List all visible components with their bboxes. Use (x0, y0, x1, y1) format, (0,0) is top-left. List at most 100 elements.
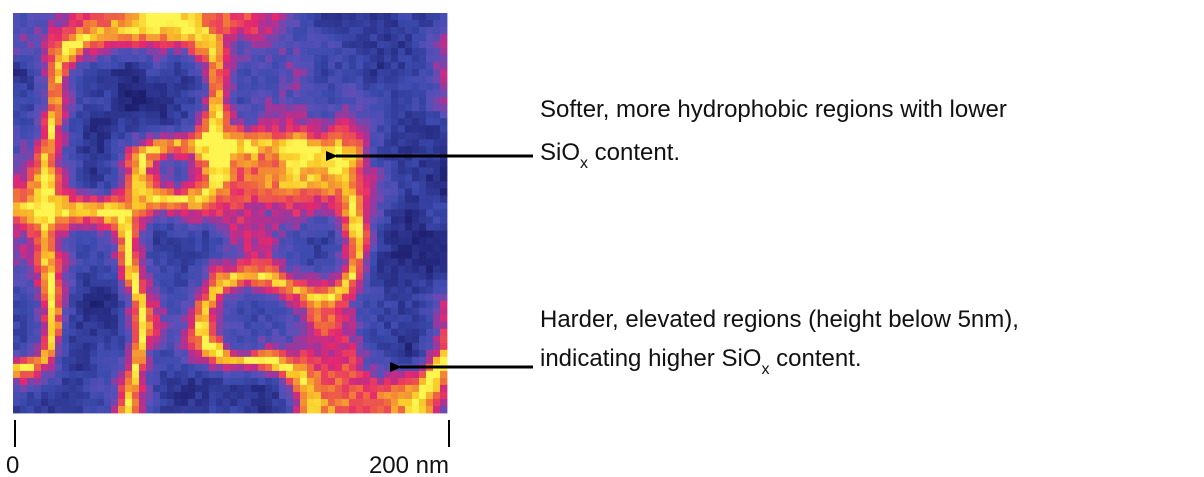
afm-pixel (48, 132, 55, 139)
afm-pixel (76, 245, 83, 252)
afm-pixel (146, 55, 153, 62)
afm-pixel (139, 20, 146, 27)
afm-pixel (153, 153, 160, 160)
afm-pixel (90, 364, 97, 371)
afm-pixel (328, 104, 335, 111)
afm-pixel (286, 329, 293, 336)
afm-pixel (433, 55, 440, 62)
afm-pixel (279, 209, 286, 216)
afm-pixel (195, 83, 202, 90)
afm-pixel (76, 167, 83, 174)
afm-pixel (48, 252, 55, 259)
afm-pixel (160, 238, 167, 245)
afm-pixel (251, 336, 258, 343)
afm-pixel (97, 224, 104, 231)
afm-pixel (139, 273, 146, 280)
afm-pixel (258, 118, 265, 125)
afm-pixel (300, 209, 307, 216)
afm-pixel (160, 132, 167, 139)
afm-pixel (202, 385, 209, 392)
afm-pixel (440, 315, 447, 322)
afm-pixel (398, 392, 405, 399)
afm-pixel (174, 167, 181, 174)
afm-pixel (111, 329, 118, 336)
afm-pixel (104, 181, 111, 188)
afm-pixel (118, 280, 125, 287)
afm-pixel (111, 97, 118, 104)
afm-pixel (13, 139, 20, 146)
afm-pixel (83, 34, 90, 41)
afm-pixel (258, 153, 265, 160)
afm-pixel (104, 336, 111, 343)
afm-pixel (398, 167, 405, 174)
afm-pixel (55, 69, 62, 76)
afm-pixel (328, 34, 335, 41)
afm-pixel (48, 20, 55, 27)
afm-pixel (195, 350, 202, 357)
afm-pixel (342, 322, 349, 329)
afm-pixel (48, 406, 55, 413)
afm-pixel (307, 48, 314, 55)
afm-pixel (328, 329, 335, 336)
afm-pixel (342, 364, 349, 371)
afm-pixel (258, 20, 265, 27)
afm-pixel (405, 146, 412, 153)
afm-pixel (370, 13, 377, 20)
afm-pixel (398, 280, 405, 287)
afm-pixel (160, 13, 167, 20)
afm-pixel (356, 266, 363, 273)
afm-pixel (118, 392, 125, 399)
afm-pixel (55, 301, 62, 308)
afm-pixel (426, 294, 433, 301)
afm-pixel (293, 399, 300, 406)
afm-pixel (349, 224, 356, 231)
afm-pixel (223, 392, 230, 399)
afm-pixel (216, 132, 223, 139)
afm-pixel (356, 406, 363, 413)
afm-pixel (433, 20, 440, 27)
afm-pixel (13, 209, 20, 216)
afm-pixel (405, 350, 412, 357)
subscript: x (580, 155, 588, 172)
afm-pixel (90, 97, 97, 104)
afm-pixel (321, 357, 328, 364)
afm-pixel (286, 188, 293, 195)
afm-pixel (230, 48, 237, 55)
afm-pixel (272, 90, 279, 97)
afm-pixel (321, 69, 328, 76)
afm-pixel (167, 350, 174, 357)
afm-pixel (419, 385, 426, 392)
afm-pixel (209, 378, 216, 385)
afm-pixel (160, 322, 167, 329)
afm-pixel (167, 224, 174, 231)
afm-pixel (377, 111, 384, 118)
afm-pixel (202, 195, 209, 202)
afm-pixel (307, 139, 314, 146)
afm-pixel (426, 273, 433, 280)
afm-pixel (153, 252, 160, 259)
afm-pixel (314, 195, 321, 202)
afm-pixel (321, 209, 328, 216)
afm-pixel (391, 343, 398, 350)
afm-pixel (321, 238, 328, 245)
afm-pixel (13, 118, 20, 125)
afm-pixel (48, 146, 55, 153)
afm-pixel (314, 357, 321, 364)
afm-pixel (293, 392, 300, 399)
afm-pixel (349, 41, 356, 48)
afm-pixel (34, 329, 41, 336)
afm-pixel (363, 202, 370, 209)
afm-pixel (153, 399, 160, 406)
afm-pixel (251, 139, 258, 146)
afm-pixel (398, 97, 405, 104)
afm-pixel (83, 160, 90, 167)
afm-pixel (216, 76, 223, 83)
afm-pixel (412, 322, 419, 329)
afm-pixel (384, 378, 391, 385)
afm-pixel (62, 371, 69, 378)
afm-pixel (27, 315, 34, 322)
afm-pixel (412, 231, 419, 238)
afm-pixel (300, 343, 307, 350)
afm-pixel (69, 146, 76, 153)
afm-pixel (118, 301, 125, 308)
